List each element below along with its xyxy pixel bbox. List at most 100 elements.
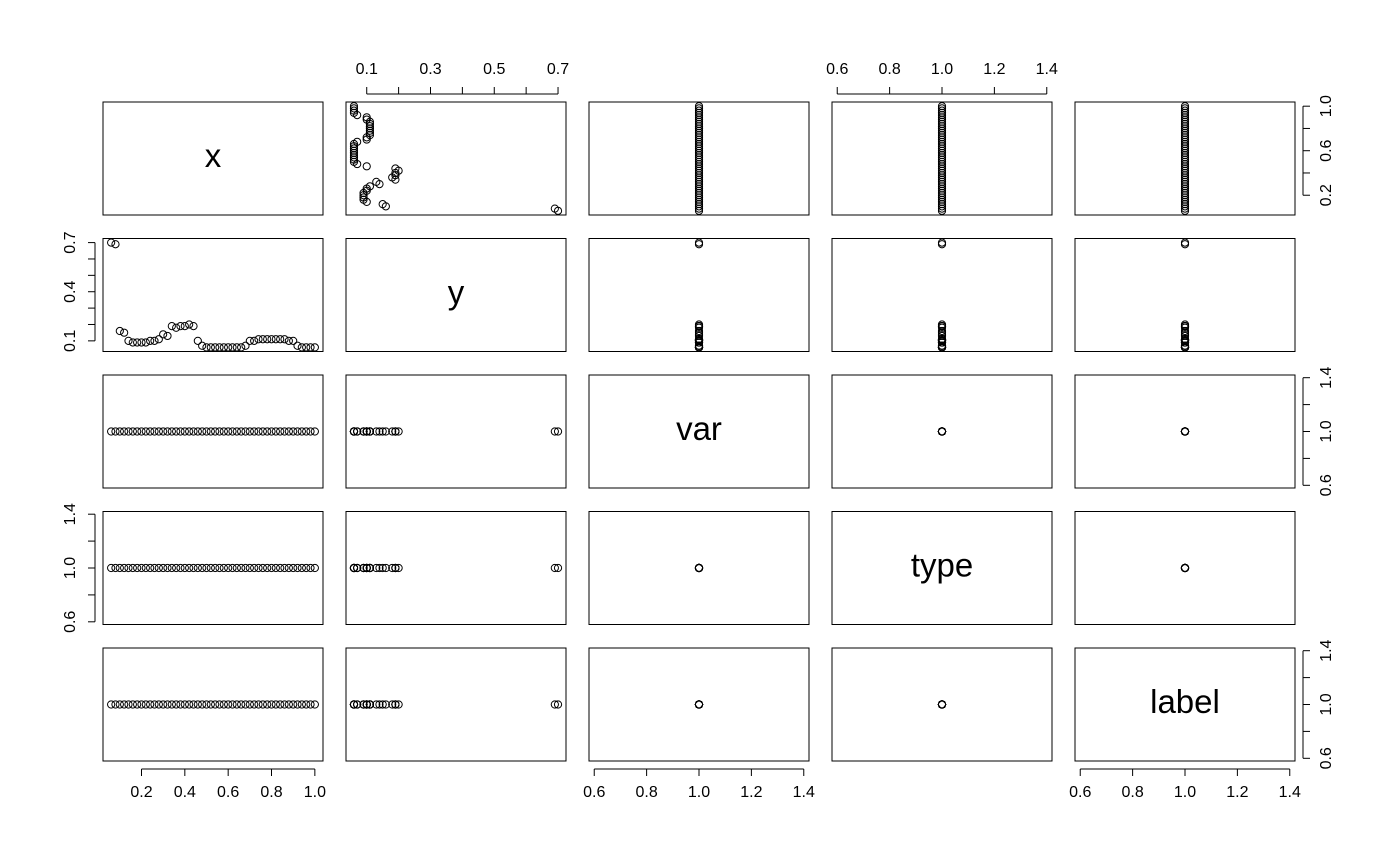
point [250,700,259,709]
point [694,159,704,169]
point [694,195,704,204]
point [378,427,387,436]
point [124,427,133,436]
point [694,162,704,171]
point [237,343,246,352]
tick-label: 1.0 [1318,420,1335,442]
tick-label: 1.0 [62,557,79,579]
point [1180,336,1190,345]
point [159,563,168,573]
tick-label: 1.4 [1036,61,1058,78]
point [310,563,319,573]
point [694,191,704,200]
point [133,563,142,573]
point [359,193,368,202]
point [694,343,704,352]
tick-label: 0.4 [62,281,79,303]
point [163,700,172,709]
point [1180,191,1190,200]
point [694,202,704,211]
point [284,700,293,709]
point [937,331,947,341]
point [391,427,400,436]
point [154,563,163,573]
tick-label: 1.0 [931,61,953,78]
point [550,700,559,709]
point [1180,202,1190,211]
point [224,700,233,709]
point [694,126,704,135]
tick-label: 1.2 [740,784,762,801]
tick-label: 0.7 [547,61,569,78]
panel-frame [345,511,567,625]
point [254,427,263,436]
point [694,110,704,120]
point [937,202,947,211]
panel-frame [588,374,810,489]
point [172,700,181,709]
point [120,700,129,709]
point [694,131,704,140]
point [381,563,390,573]
point [124,563,133,573]
point [198,700,207,709]
point [219,343,228,352]
point [289,427,298,436]
point [375,427,384,436]
panel-frame [1074,101,1296,216]
point [391,563,400,573]
point [937,173,947,182]
point [937,144,947,153]
panel-frame [102,647,324,762]
point [372,177,381,186]
point [937,200,947,209]
point [1180,151,1190,160]
point [124,700,133,709]
point [937,106,947,115]
point [349,563,359,573]
point [1180,193,1190,202]
point [306,427,315,436]
point [388,563,397,573]
tick-label: 0.6 [1318,139,1335,161]
point [694,122,704,131]
point [198,427,207,436]
point [362,427,371,436]
point [353,563,362,573]
tick-label: 0.6 [826,61,848,78]
point [293,341,302,350]
variable-name: x [205,137,222,174]
point [349,157,359,166]
point [219,700,228,709]
point [202,700,211,709]
point [694,188,704,198]
point [107,563,116,573]
point [694,180,704,189]
point [297,343,306,352]
point [694,155,704,164]
tick-label: 0.8 [635,784,657,801]
point [937,128,947,137]
point [1180,197,1190,207]
tick-label: 0.1 [356,61,378,78]
point [694,142,704,151]
point [1180,177,1190,186]
point [353,700,362,709]
point [146,336,155,345]
point [694,137,704,146]
point [362,563,371,573]
point [1180,204,1190,213]
point [232,343,241,352]
point [937,322,947,331]
point [694,182,704,191]
point [271,427,280,436]
point [1180,113,1190,122]
point [1180,206,1190,215]
point [124,336,133,345]
point [263,700,272,709]
tick-label: 0.4 [174,784,196,801]
point [694,106,704,115]
panel-frame [588,511,810,625]
point [365,131,375,140]
